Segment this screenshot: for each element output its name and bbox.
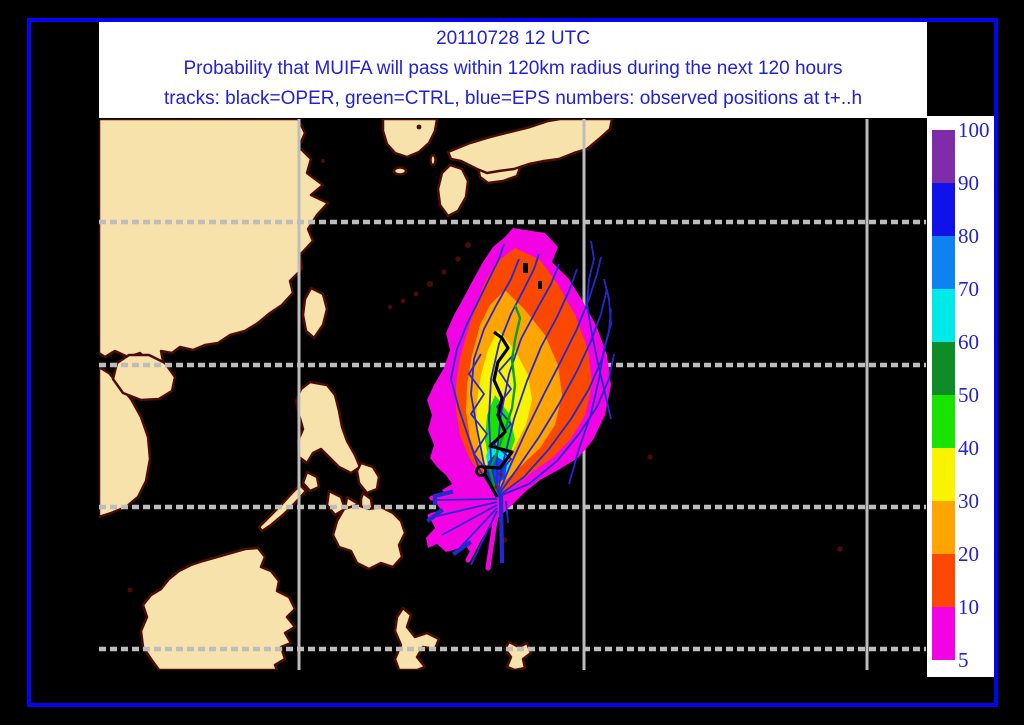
colorbar-tick-label: 20	[958, 542, 979, 566]
colorbar-block-5-10	[932, 607, 955, 660]
colorbar-tick-label: 100	[958, 118, 990, 142]
borneo-island	[139, 546, 297, 670]
probability-colorbar	[932, 130, 955, 660]
field-hole	[523, 263, 528, 273]
colorbar-block-90-100	[932, 130, 955, 183]
title-main: Probability that MUIFA will pass within …	[183, 58, 843, 79]
landmasses	[99, 119, 843, 670]
colorbar-block-60-70	[932, 289, 955, 342]
ryukyu-islands	[387, 242, 471, 310]
kyushu-island	[436, 163, 470, 218]
halmahera-island	[503, 640, 533, 670]
colorbar-tick-label: 10	[958, 595, 979, 619]
colorbar-block-70-80	[932, 236, 955, 289]
title-box: 20110728 12 UTC Probability that MUIFA w…	[99, 20, 927, 118]
colorbar-tick-label: 40	[958, 436, 979, 460]
colorbar-block-10-20	[932, 554, 955, 607]
colorbar-block-80-90	[932, 183, 955, 236]
china-mainland	[99, 119, 330, 371]
colorbar-tick-label: 70	[958, 277, 979, 301]
mindanao-island	[331, 503, 407, 571]
mindoro-island	[301, 470, 321, 493]
colorbar-tick-label: 50	[958, 383, 979, 407]
colorbar-block-50-60	[932, 342, 955, 395]
colorbar-tick-label: 90	[958, 171, 979, 195]
colorbar-tick-label: 30	[958, 489, 979, 513]
taiwan-island	[301, 286, 329, 340]
title-legend: tracks: black=OPER, green=CTRL, blue=EPS…	[163, 88, 863, 109]
samar-leyte-islands	[355, 461, 381, 495]
hainan-island	[111, 353, 177, 402]
colorbar-block-30-40	[932, 448, 955, 501]
luzon-island	[294, 380, 362, 475]
oper-track	[475, 330, 514, 498]
field-hole	[538, 281, 542, 289]
colorbar-block-20-30	[932, 501, 955, 554]
korea-peninsula	[381, 119, 439, 159]
colorbar-panel: 100 90 80 70 60 50 40 30 20 10 5	[927, 116, 997, 677]
ctrl-track	[488, 304, 522, 498]
jeju-island	[392, 166, 408, 176]
colorbar-tick-label: 80	[958, 224, 979, 248]
colorbar-block-40-50	[932, 395, 955, 448]
sulawesi-island	[393, 606, 441, 670]
colorbar-tick-label: 60	[958, 330, 979, 354]
observed-position-markers	[494, 473, 503, 489]
colorbar-tick-label: 5	[958, 648, 969, 672]
tsushima-island	[429, 153, 437, 167]
eps-tracks-thick	[426, 489, 505, 564]
strike-probability-map	[99, 119, 926, 670]
map-canvas	[99, 119, 926, 670]
honshu-island	[446, 119, 614, 175]
title-base-time: 20110728 12 UTC	[436, 28, 590, 49]
